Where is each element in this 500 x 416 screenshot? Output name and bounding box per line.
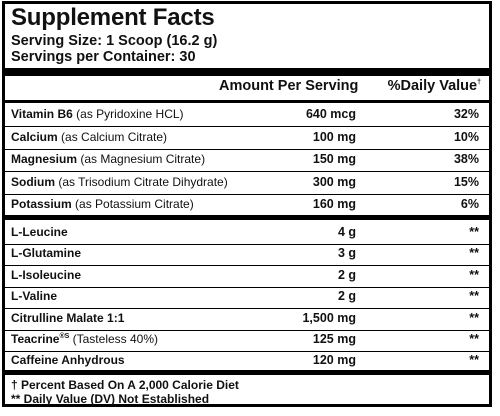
nutrient-name: Potassium (as Potassium Citrate)	[11, 194, 194, 215]
nutrient-name: L-Leucine	[11, 222, 68, 243]
amount-value: 100 mg	[312, 129, 356, 144]
row-divider	[5, 171, 489, 173]
amount-value: 4 g	[337, 225, 356, 239]
nutrient-name: Vitamin B6 (as Pyridoxine HCL)	[11, 104, 184, 125]
daily-value-value: **	[469, 310, 479, 325]
nutrient-label: Teacrine	[11, 332, 60, 346]
daily-value-value: 10%	[453, 129, 479, 144]
table-row: Sodium (as Trisodium Citrate Dihydrate) 3…	[5, 172, 489, 193]
nutrient-label: Potassium	[11, 197, 72, 212]
nutrient-name: L-Valine	[11, 286, 57, 307]
daily-value-label: %Daily Value	[387, 78, 478, 94]
table-row: Potassium (as Potassium Citrate) 160 mg 6%	[5, 194, 489, 215]
row-divider	[5, 286, 489, 288]
nutrient-name: Magnesium (as Magnesium Citrate)	[11, 149, 205, 170]
nutrient-label: L-Isoleucine	[11, 267, 82, 282]
nutrient-label: Magnesium	[11, 152, 78, 167]
table-row: Teacrine®S (Tasteless 40%) 125 mg **	[5, 329, 489, 350]
table-row: Caffeine Anhydrous 120 mg **	[5, 350, 489, 371]
nutrient-source: (Tasteless 40%)	[72, 332, 159, 346]
nutrient-name: Calcium (as Calcium Citrate)	[11, 127, 167, 148]
nutrient-source: (as Trisodium Citrate Dihydrate)	[58, 174, 228, 189]
thick-divider-top	[5, 68, 489, 76]
nutrient-label: L-Glutamine	[11, 246, 82, 261]
amount-per-serving-header: Amount Per Serving	[219, 78, 359, 94]
nutrient-source: (as Potassium Citrate)	[75, 197, 194, 212]
amount-value: 3 g	[337, 246, 356, 261]
table-row: L-Isoleucine 2 g **	[5, 265, 489, 286]
nutrient-label: Calcium	[11, 129, 58, 144]
daily-value-value: **	[469, 289, 479, 304]
table-row: L-Valine 2 g **	[5, 286, 489, 307]
panel-title: Supplement Facts	[11, 4, 215, 31]
daily-value-value: **	[469, 332, 479, 346]
nutrient-label: L-Leucine	[11, 225, 68, 239]
servings-per-container: Servings per Container: 30	[11, 49, 196, 65]
table-row: L-Glutamine 3 g **	[5, 243, 489, 264]
nutrient-name: L-Isoleucine	[11, 265, 81, 286]
thick-divider-middle	[5, 215, 489, 220]
nutrient-label: L-Valine	[11, 289, 58, 304]
nutrient-label: Vitamin B6	[11, 107, 73, 121]
daily-value-value: **	[469, 267, 479, 282]
thick-divider-bottom	[5, 370, 489, 375]
daily-value-value: 32%	[453, 107, 479, 121]
row-divider	[5, 308, 489, 310]
nutrient-label: Caffeine Anhydrous	[11, 353, 125, 368]
amount-value: 160 mg	[312, 197, 356, 212]
row-divider	[5, 193, 489, 195]
serving-size: Serving Size: 1 Scoop (16.2 g)	[11, 33, 218, 49]
amount-value: 125 mg	[312, 332, 356, 346]
table-row: L-Leucine 4 g **	[5, 222, 489, 243]
daily-value-value: 38%	[453, 152, 479, 167]
daily-value-value: **	[469, 353, 479, 368]
nutrient-label: Sodium	[11, 174, 55, 189]
daily-value-value: **	[469, 225, 479, 239]
table-row: Magnesium (as Magnesium Citrate) 150 mg 38…	[5, 149, 489, 170]
amount-value: 120 mg	[312, 353, 356, 368]
table-row: Vitamin B6 (as Pyridoxine HCL) 640 mcg 32%	[5, 104, 489, 125]
nutrient-source: (as Pyridoxine HCL)	[76, 107, 184, 121]
trademark-mark: ®S	[59, 333, 70, 340]
footnote-dagger: † Percent Based On A 2,000 Calorie Diet	[11, 378, 239, 392]
amount-value: 150 mg	[312, 152, 356, 167]
daily-value-header: %Daily Value†	[388, 78, 481, 94]
nutrient-name: L-Glutamine	[11, 243, 81, 264]
nutrient-name: Teacrine®S (Tasteless 40%)	[11, 329, 158, 350]
nutrient-name: Citrulline Malate 1:1	[11, 308, 124, 329]
amount-value: 300 mg	[312, 174, 356, 189]
nutrient-label: Citrulline Malate 1:1	[11, 310, 125, 325]
nutrient-source: (as Calcium Citrate)	[61, 129, 168, 144]
row-divider	[5, 265, 489, 267]
row-divider	[5, 126, 489, 127]
row-divider	[5, 351, 489, 352]
row-divider	[5, 148, 489, 150]
daily-value-value: 6%	[460, 197, 479, 212]
daily-value-value: 15%	[453, 174, 479, 189]
nutrient-name: Sodium (as Trisodium Citrate Dihydrate)	[11, 172, 228, 193]
supplement-facts-panel: Supplement Facts Serving Size: 1 Scoop (…	[2, 1, 492, 407]
table-row: Citrulline Malate 1:1 1,500 mg **	[5, 308, 489, 329]
table-row: Calcium (as Calcium Citrate) 100 mg 10%	[5, 127, 489, 148]
amount-value: 2 g	[337, 267, 356, 282]
header-divider	[5, 100, 489, 103]
row-divider	[5, 329, 489, 331]
amount-value: 2 g	[337, 289, 356, 304]
nutrient-name: Caffeine Anhydrous	[11, 350, 125, 371]
nutrient-source: (as Magnesium Citrate)	[80, 152, 206, 167]
amount-value: 640 mcg	[305, 107, 356, 121]
row-divider	[5, 244, 489, 245]
footnote-double-star: ** Daily Value (DV) Not Established	[11, 392, 210, 406]
amount-value: 1,500 mg	[302, 310, 356, 325]
dagger-mark: †	[477, 79, 481, 87]
daily-value-value: **	[469, 246, 479, 261]
